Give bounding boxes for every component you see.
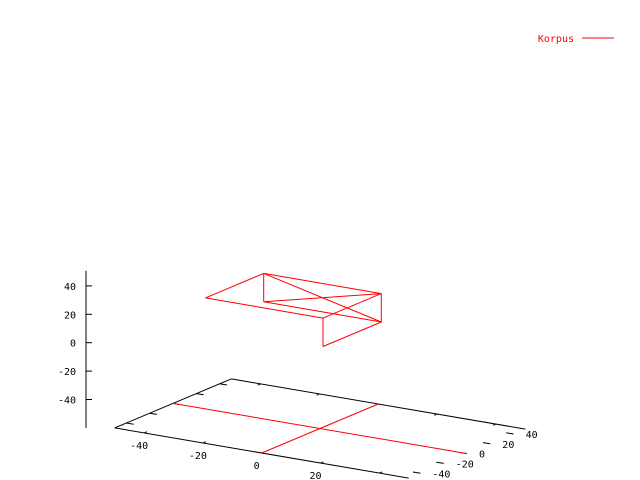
box-edge-8 [322, 321, 382, 347]
z-tick-label: 20 [64, 310, 76, 321]
y-tick-label: -40 [432, 469, 450, 480]
x-tick-mark [143, 431, 148, 434]
x-tick-mark-back [492, 423, 497, 426]
y-tick-mark-left [149, 412, 158, 415]
series-layer [172, 272, 468, 455]
x-tick-mark [379, 471, 383, 474]
x-tick-mark [320, 461, 324, 464]
y-tick-label: 40 [526, 430, 538, 441]
y-tick-label: -20 [456, 459, 474, 470]
z-tick-label: 0 [70, 339, 76, 350]
z-tick-label: 40 [64, 282, 76, 293]
z-tick-label: -20 [58, 367, 76, 378]
z-tick-label: -40 [58, 396, 76, 407]
x-tick-mark-back [257, 383, 261, 386]
x-tick-label: 0 [254, 461, 260, 472]
y-tick-mark [436, 461, 444, 464]
y-tick-label: 20 [502, 440, 514, 451]
y-tick-mark-left [196, 393, 204, 396]
y-tick-mark [506, 432, 514, 435]
box-edge-7 [263, 301, 382, 323]
box-edge-3 [205, 272, 264, 299]
y-tick-mark [482, 442, 491, 445]
box-edge-0 [263, 272, 382, 295]
axes [85, 270, 526, 479]
box-edge-2 [205, 297, 324, 319]
x-tick-label: 20 [309, 471, 321, 480]
legend-label-korpus: Korpus [538, 34, 574, 45]
y-tick-mark-left [219, 383, 228, 386]
y-tick-mark-left [126, 422, 134, 425]
y-tick-label: 0 [479, 450, 485, 461]
box-edge-10 [263, 293, 382, 303]
x-tick-mark-back [316, 393, 320, 396]
x-tick-mark [202, 441, 206, 444]
legend: Korpus [538, 34, 614, 45]
x-tick-label: -40 [130, 441, 148, 452]
base-zero-line-y [172, 402, 468, 455]
y-tick-mark [412, 471, 421, 474]
x-tick-mark-back [434, 413, 438, 416]
x-tick-label: -20 [189, 451, 207, 462]
